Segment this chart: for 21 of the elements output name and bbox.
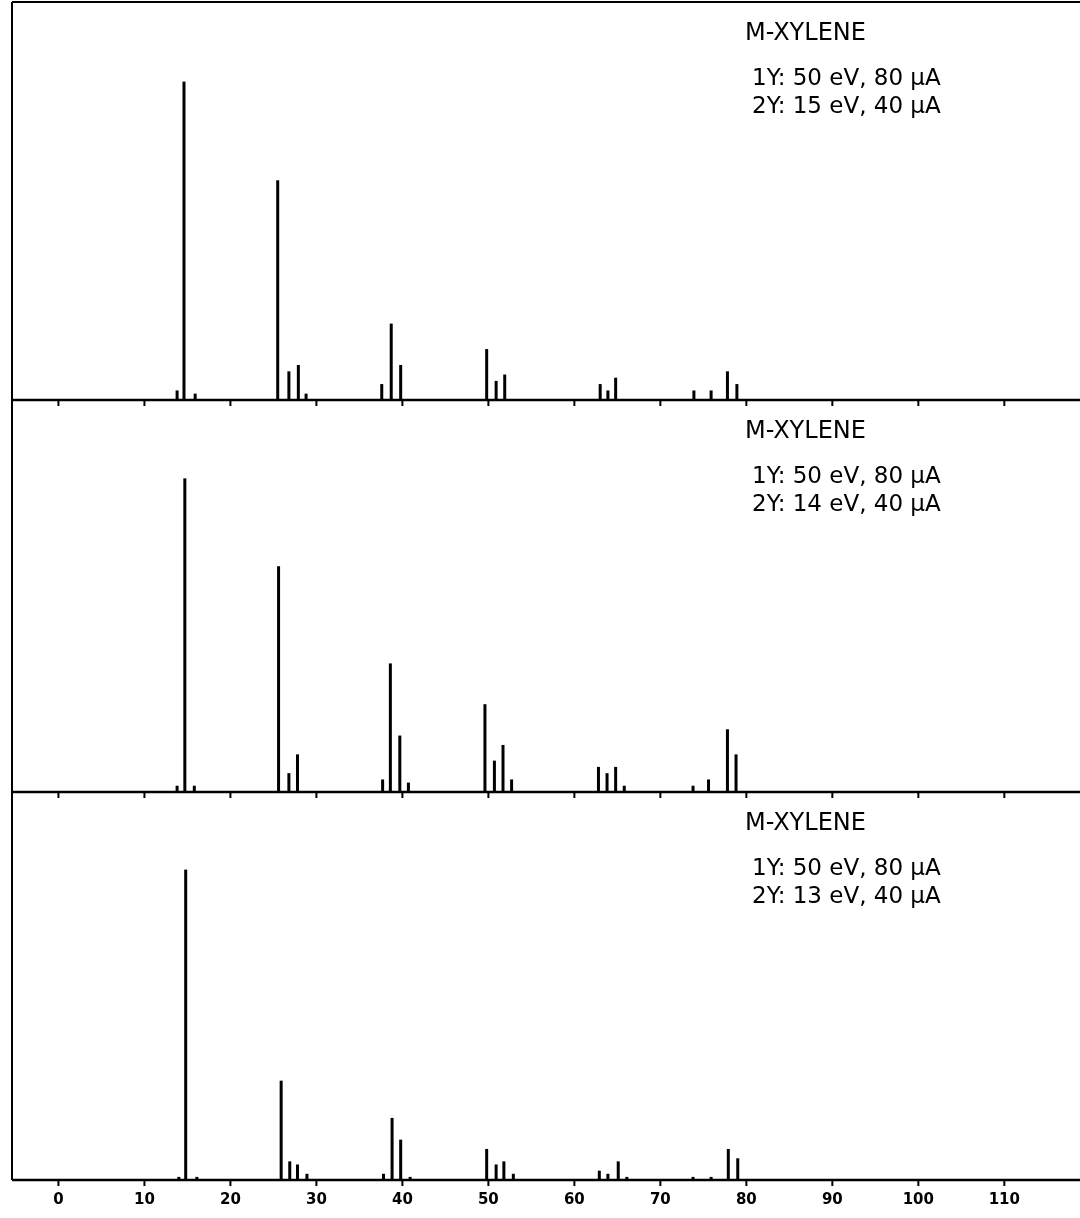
annotation: 1Y: 50 eV, 80 μA (752, 462, 941, 488)
annotation: 2Y: 13 eV, 40 μA (752, 882, 941, 908)
x-tick-label: 10 (133, 1190, 155, 1208)
x-tick-label: 20 (219, 1190, 241, 1208)
annotation: 1Y: 50 eV, 80 μA (752, 64, 941, 90)
x-tick-label: 70 (649, 1190, 671, 1208)
x-tick-label: 60 (563, 1190, 585, 1208)
x-tick-label: 110 (988, 1190, 1020, 1208)
x-tick-label: 50 (477, 1190, 499, 1208)
x-tick-label: 40 (391, 1190, 413, 1208)
x-tick-label: 80 (735, 1190, 757, 1208)
x-tick-label: 30 (305, 1190, 327, 1208)
chart-title: M-XYLENE (745, 808, 866, 836)
chart-title: M-XYLENE (745, 416, 866, 444)
annotation: 2Y: 14 eV, 40 μA (752, 490, 941, 516)
chart-title: M-XYLENE (745, 18, 866, 46)
annotation: 2Y: 15 eV, 40 μA (752, 92, 941, 118)
x-tick-label: 0 (53, 1190, 64, 1208)
x-tick-label: 100 (902, 1190, 934, 1208)
annotation: 1Y: 50 eV, 80 μA (752, 854, 941, 880)
x-tick-label: 90 (821, 1190, 843, 1208)
